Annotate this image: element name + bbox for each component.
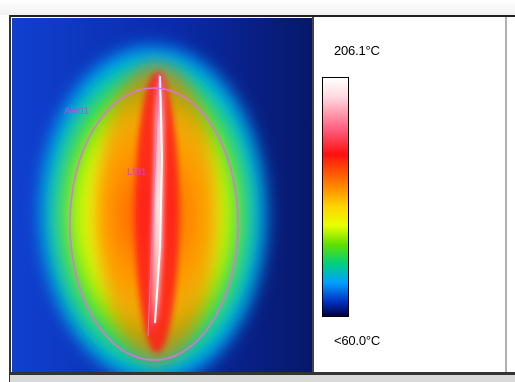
frame-border-left [9, 15, 11, 382]
scale-max-label: 206.1°C [334, 43, 380, 58]
roi-line-li01[interactable] [147, 73, 160, 337]
temperature-scale-panel: 206.1°C <60.0°C [314, 17, 505, 372]
frame-border-right [505, 17, 507, 372]
frame-border-top [10, 15, 515, 17]
frame-border-bottom [10, 372, 515, 375]
roi-ellipse-label: AR01 [64, 106, 89, 117]
panel-divider [312, 17, 314, 372]
roi-ellipse-ar01[interactable] [69, 87, 239, 361]
thermal-image-view[interactable]: AR01 LI01 [12, 18, 312, 372]
status-strip [10, 375, 515, 382]
window-top-strip [0, 0, 515, 15]
roi-line-label: LI01 [127, 167, 147, 178]
hot-streak-center [154, 75, 164, 324]
scale-min-label: <60.0°C [334, 333, 381, 348]
thermal-image: AR01 LI01 [12, 18, 312, 372]
temperature-color-bar [322, 77, 349, 317]
